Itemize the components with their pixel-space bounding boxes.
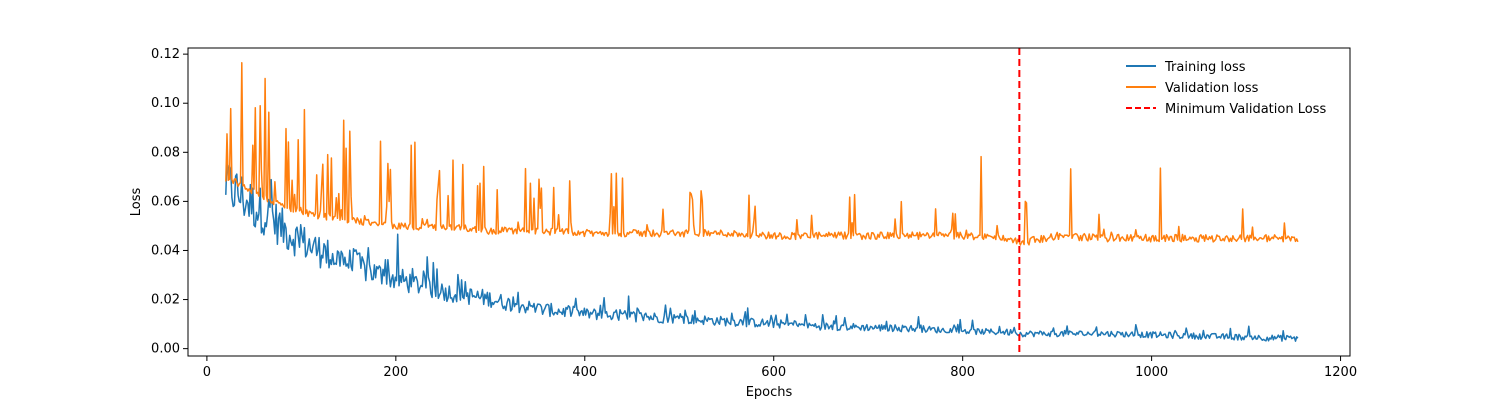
validation-loss-line xyxy=(225,61,1299,246)
y-tick-label: 0.02 xyxy=(151,293,180,308)
x-axis-ticks: 0 200 400 600 800 1000 1200 xyxy=(203,356,1357,380)
plot-frame xyxy=(187,47,1351,357)
x-tick-label: 0 xyxy=(203,365,211,380)
y-axis-ticks: 0.00 0.02 0.04 0.06 0.08 0.10 0.12 xyxy=(151,47,188,357)
x-tick-label: 800 xyxy=(950,365,975,380)
y-tick-label: 0.00 xyxy=(151,342,180,357)
legend-label-min-val: Minimum Validation Loss xyxy=(1165,102,1326,117)
legend: Training loss Validation loss Minimum Va… xyxy=(1126,60,1326,117)
plot-lines xyxy=(225,48,1299,356)
y-tick-label: 0.08 xyxy=(151,145,180,160)
legend-label-training: Training loss xyxy=(1164,60,1246,75)
y-axis-label: Loss xyxy=(129,188,144,217)
y-tick-label: 0.10 xyxy=(151,96,180,111)
x-axis-label: Epochs xyxy=(746,385,793,400)
x-tick-label: 400 xyxy=(572,365,597,380)
x-tick-label: 1000 xyxy=(1135,365,1168,380)
x-tick-label: 600 xyxy=(761,365,786,380)
training-loss-line xyxy=(225,156,1299,342)
x-tick-label: 200 xyxy=(383,365,408,380)
y-tick-label: 0.06 xyxy=(151,194,180,209)
y-tick-label: 0.12 xyxy=(151,47,180,62)
y-tick-label: 0.04 xyxy=(151,243,180,258)
legend-label-validation: Validation loss xyxy=(1165,81,1259,96)
x-tick-label: 1200 xyxy=(1324,365,1357,380)
